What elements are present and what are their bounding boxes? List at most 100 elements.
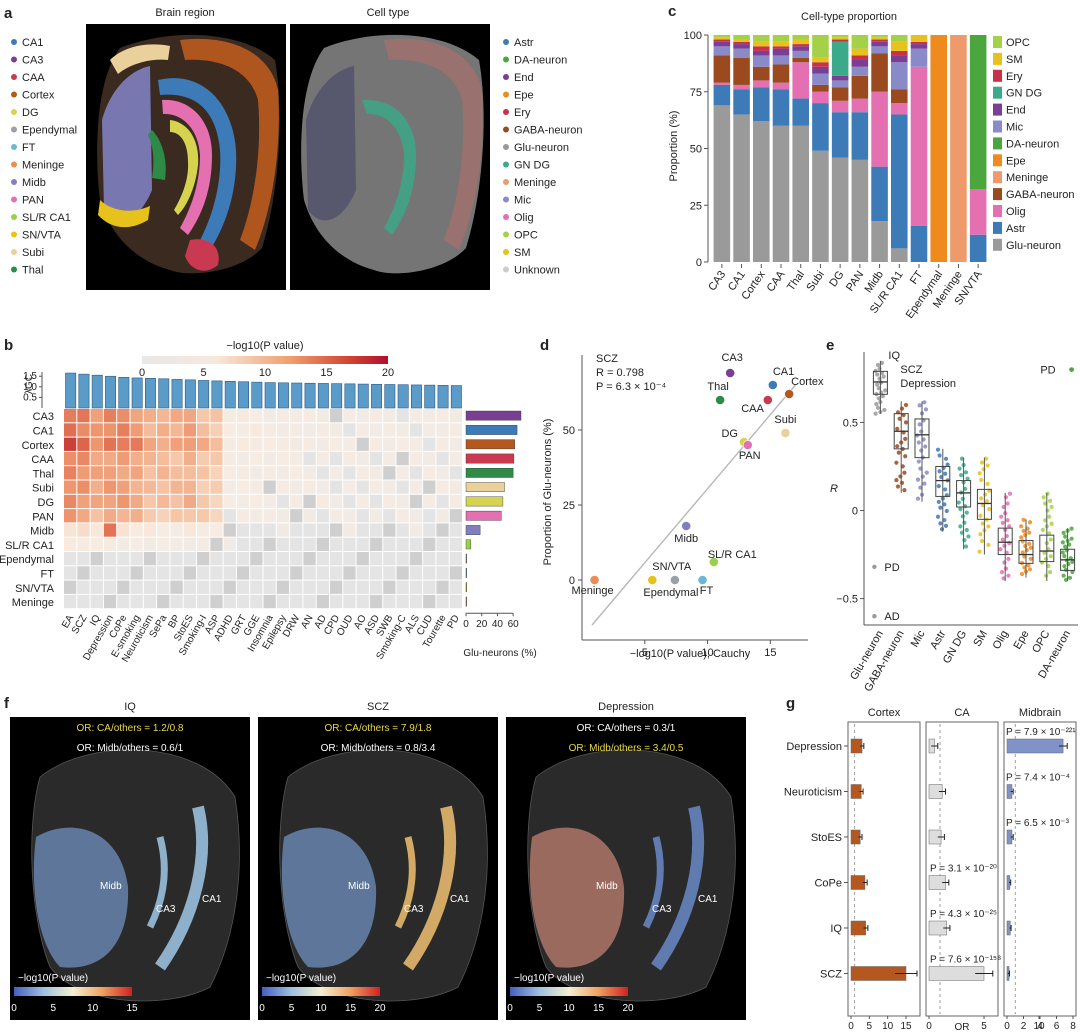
panel-e-point bbox=[978, 513, 983, 518]
heatmap-cell bbox=[276, 494, 290, 509]
panel-e-point bbox=[1000, 520, 1005, 525]
heatmap-cell bbox=[423, 523, 436, 537]
heatmap-cell bbox=[383, 580, 396, 594]
panel-e-point bbox=[1066, 561, 1071, 567]
panel-c-bar-segment bbox=[733, 48, 750, 58]
heatmap-cell bbox=[170, 566, 183, 580]
heatmap-cell bbox=[117, 409, 130, 423]
panel-e-point bbox=[916, 459, 921, 464]
panel-e-point bbox=[882, 407, 887, 413]
lambda-bar bbox=[331, 383, 343, 409]
heatmap-cell bbox=[130, 537, 143, 551]
heatmap-cell bbox=[90, 594, 103, 609]
heatmap-cell bbox=[436, 451, 449, 466]
panel-e-point bbox=[1021, 528, 1026, 534]
lambda-bar bbox=[224, 381, 236, 409]
panel-g-trait-label: SCZ bbox=[820, 969, 842, 981]
lambda-bar bbox=[198, 380, 210, 409]
heatmap-cell bbox=[290, 537, 303, 551]
panel-e-point bbox=[979, 460, 985, 465]
panel-d-xtick: 15 bbox=[764, 647, 776, 659]
panel-c-bar-segment bbox=[831, 41, 849, 76]
heatmap-cell bbox=[343, 437, 356, 451]
heatmap-cell bbox=[383, 466, 396, 480]
heatmap-cell bbox=[157, 480, 170, 494]
heatmap-cell bbox=[130, 480, 143, 494]
heatmap-row-label: Subi bbox=[32, 483, 54, 495]
panel-f-colorbar-tick: 0 bbox=[11, 1003, 17, 1014]
panel-b-row-labels: CA3 CA1 Cortex CAA Thal Subi DG PAN Midb SL/R CA1… bbox=[0, 411, 55, 609]
glu-bar bbox=[465, 553, 468, 564]
heatmap-cell bbox=[143, 566, 157, 580]
panel-c-legend-label: Mic bbox=[1006, 122, 1024, 134]
heatmap-cell bbox=[90, 466, 103, 480]
heatmap-cell bbox=[236, 523, 250, 537]
heatmap-cell bbox=[396, 409, 409, 423]
heatmap-cell bbox=[170, 466, 183, 480]
celltype-legend-dot bbox=[503, 196, 509, 203]
panel-e-xtick: SM bbox=[971, 629, 990, 649]
panel-c-bar-segment bbox=[851, 55, 869, 60]
panel-e-point bbox=[1007, 524, 1012, 529]
panel-e-point bbox=[1025, 526, 1030, 531]
heatmap-cell bbox=[356, 409, 369, 423]
celltype-legend-label: GN DG bbox=[514, 160, 550, 172]
heatmap-cell bbox=[356, 437, 369, 451]
panel-e-point bbox=[1062, 564, 1067, 569]
heatmap-cell bbox=[197, 466, 210, 480]
lambda-bar bbox=[145, 378, 156, 409]
panel-e-point bbox=[983, 492, 988, 497]
panel-c-bar-segment bbox=[871, 53, 888, 92]
heatmap-cell bbox=[223, 523, 236, 537]
heatmap-cell bbox=[449, 552, 462, 566]
heatmap-cell bbox=[263, 509, 276, 523]
panel-e-point bbox=[875, 405, 881, 410]
heatmap-cell bbox=[170, 594, 183, 609]
panel-letter-a: a bbox=[4, 5, 13, 22]
heatmap-cell bbox=[449, 423, 462, 437]
heatmap-cell bbox=[64, 466, 77, 480]
lambda-bar bbox=[277, 382, 289, 409]
panel-e-point bbox=[1063, 577, 1069, 583]
heatmap-cell bbox=[290, 566, 303, 580]
heatmap-cell bbox=[263, 494, 276, 509]
heatmap-cell bbox=[223, 409, 236, 423]
panel-e-point bbox=[1067, 575, 1073, 580]
lambda-label: λGC bbox=[24, 374, 35, 394]
panel-e-point bbox=[959, 472, 964, 478]
heatmap-row-label: DG bbox=[38, 497, 55, 509]
panel-d-point-label: FT bbox=[700, 585, 714, 597]
heatmap-cell bbox=[210, 409, 223, 423]
heatmap-cell bbox=[409, 594, 423, 609]
heatmap-cell bbox=[130, 580, 143, 594]
panel-g-xtick: 2 bbox=[1021, 1021, 1027, 1032]
panel-c-bar-segment bbox=[713, 84, 731, 106]
heatmap-cell bbox=[409, 552, 423, 566]
panel-f-or-ca: OR: CA/others = 7.9/1.8 bbox=[325, 723, 432, 734]
heatmap-cell bbox=[356, 451, 369, 466]
panel-f-midbrain-region bbox=[33, 827, 129, 968]
panel-c-bar-segment bbox=[753, 41, 770, 47]
panel-c-title: Cell-type proportion bbox=[801, 11, 897, 23]
panel-e-point bbox=[1019, 524, 1024, 529]
heatmap-cell bbox=[396, 466, 409, 480]
heatmap-cell bbox=[64, 409, 77, 423]
heatmap-cell bbox=[423, 409, 436, 423]
panel-c-bar-segment bbox=[812, 73, 829, 85]
heatmap-cell bbox=[303, 451, 316, 466]
heatmap-cell bbox=[436, 537, 449, 551]
celltype-legend-dot bbox=[503, 126, 509, 133]
panel-c-bar-segment bbox=[831, 87, 849, 101]
heatmap-cell bbox=[330, 509, 343, 523]
heatmap-cell bbox=[263, 594, 276, 609]
heatmap-cell bbox=[250, 566, 263, 580]
panel-e-point bbox=[875, 382, 880, 387]
heatmap-cell bbox=[210, 451, 223, 466]
panel-e-point bbox=[919, 448, 924, 453]
heatmap-cell bbox=[103, 494, 117, 509]
heatmap-cell bbox=[236, 451, 250, 466]
region-legend-label: Midb bbox=[22, 177, 46, 189]
panel-d-ytick: 25 bbox=[563, 500, 575, 512]
panel-e-point bbox=[1022, 565, 1027, 570]
